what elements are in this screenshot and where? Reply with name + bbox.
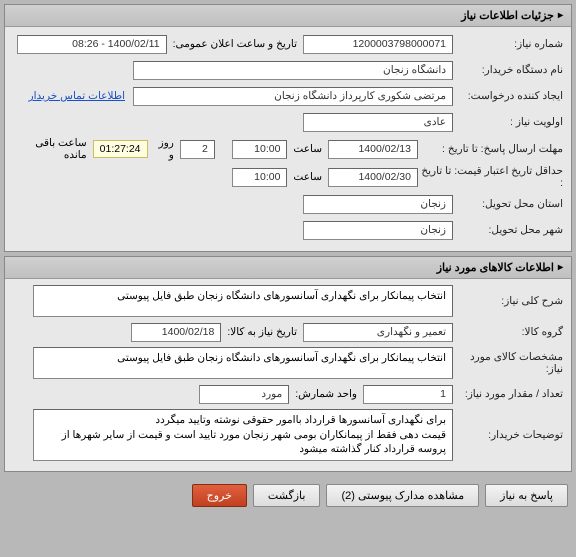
priority-field[interactable] [303, 113, 453, 132]
row-goods-group: گروه کالا: تاریخ نیاز به کالا: [13, 321, 563, 343]
priority-label: اولویت نیاز : [453, 116, 563, 128]
row-priority: اولویت نیاز : [13, 111, 563, 133]
deadline-time-label: ساعت [293, 143, 322, 155]
countdown-suffix: ساعت باقی مانده [19, 137, 87, 161]
min-valid-time-label: ساعت [293, 171, 322, 183]
goods-info-title: اطلاعات کالاهای مورد نیاز [437, 261, 554, 274]
buyer-notes-label: توضیحات خریدار: [453, 429, 563, 441]
delivery-province-field[interactable] [303, 195, 453, 214]
buyer-org-field[interactable] [133, 61, 453, 80]
days-remaining-field[interactable] [180, 140, 215, 159]
row-need-number: شماره نیاز: تاریخ و ساعت اعلان عمومی: [13, 33, 563, 55]
days-label: روز و [154, 137, 174, 161]
min-valid-date-field[interactable] [328, 168, 418, 187]
action-button-bar: پاسخ به نیاز مشاهده مدارک پیوستی (2) باز… [0, 476, 576, 515]
unit-label: واحد شمارش: [295, 388, 357, 400]
general-desc-label: شرح کلی نیاز: [453, 295, 563, 307]
delivery-province-label: استان محل تحویل: [453, 198, 563, 210]
need-date-field[interactable] [131, 323, 221, 342]
goods-spec-label: مشخصات کالای مورد نیاز: [453, 351, 563, 375]
row-delivery-province: استان محل تحویل: [13, 193, 563, 215]
buyer-notes-field[interactable]: برای نگهداری آسانسورها قرارداد باامور حق… [33, 409, 453, 461]
row-requester: ایجاد کننده درخواست: اطلاعات تماس خریدار [13, 85, 563, 107]
deadline-label: مهلت ارسال پاسخ: تا تاریخ : [418, 143, 563, 155]
exit-button[interactable]: خروج [192, 484, 247, 507]
qty-label: تعداد / مقدار مورد نیاز: [453, 388, 563, 400]
goods-info-header: اطلاعات کالاهای مورد نیاز [5, 257, 571, 279]
need-info-body: شماره نیاز: تاریخ و ساعت اعلان عمومی: نا… [5, 27, 571, 251]
unit-field[interactable] [199, 385, 289, 404]
deadline-time-field[interactable] [232, 140, 287, 159]
deadline-date-field[interactable] [328, 140, 418, 159]
row-deadline: مهلت ارسال پاسخ: تا تاریخ : ساعت روز و 0… [13, 137, 563, 161]
need-info-panel: جزئیات اطلاعات نیاز شماره نیاز: تاریخ و … [4, 4, 572, 252]
goods-spec-field[interactable]: انتخاب پیمانکار برای نگهداری آسانسورهای … [33, 347, 453, 379]
requester-label: ایجاد کننده درخواست: [453, 90, 563, 102]
goods-info-panel: اطلاعات کالاهای مورد نیاز شرح کلی نیاز: … [4, 256, 572, 472]
back-button[interactable]: بازگشت [253, 484, 321, 507]
row-qty: تعداد / مقدار مورد نیاز: واحد شمارش: [13, 383, 563, 405]
row-min-validity: حداقل تاریخ اعتبار قیمت: تا تاریخ : ساعت [13, 165, 563, 189]
min-valid-label: حداقل تاریخ اعتبار قیمت: تا تاریخ : [418, 165, 563, 189]
announce-label: تاریخ و ساعت اعلان عمومی: [173, 38, 297, 50]
need-number-field[interactable] [303, 35, 453, 54]
buyer-org-label: نام دستگاه خریدار: [453, 64, 563, 76]
goods-group-label: گروه کالا: [453, 326, 563, 338]
need-date-label: تاریخ نیاز به کالا: [227, 326, 297, 338]
need-number-label: شماره نیاز: [453, 38, 563, 50]
need-info-header: جزئیات اطلاعات نیاز [5, 5, 571, 27]
row-buyer-notes: توضیحات خریدار: برای نگهداری آسانسورها ق… [13, 409, 563, 461]
goods-info-body: شرح کلی نیاز: انتخاب پیمانکار برای نگهدا… [5, 279, 571, 471]
delivery-city-label: شهر محل تحویل: [453, 224, 563, 236]
row-buyer-org: نام دستگاه خریدار: [13, 59, 563, 81]
need-info-title: جزئیات اطلاعات نیاز [461, 9, 554, 22]
view-attachments-button[interactable]: مشاهده مدارک پیوستی (2) [326, 484, 479, 507]
row-goods-spec: مشخصات کالای مورد نیاز: انتخاب پیمانکار … [13, 347, 563, 379]
delivery-city-field[interactable] [303, 221, 453, 240]
general-desc-field[interactable]: انتخاب پیمانکار برای نگهداری آسانسورهای … [33, 285, 453, 317]
buyer-contact-link[interactable]: اطلاعات تماس خریدار [29, 90, 125, 102]
min-valid-time-field[interactable] [232, 168, 287, 187]
announce-field[interactable] [17, 35, 167, 54]
row-general-desc: شرح کلی نیاز: انتخاب پیمانکار برای نگهدا… [13, 285, 563, 317]
countdown-timer: 01:27:24 [93, 140, 148, 158]
row-delivery-city: شهر محل تحویل: [13, 219, 563, 241]
requester-field[interactable] [133, 87, 453, 106]
goods-group-field[interactable] [303, 323, 453, 342]
qty-field[interactable] [363, 385, 453, 404]
reply-button[interactable]: پاسخ به نیاز [485, 484, 568, 507]
